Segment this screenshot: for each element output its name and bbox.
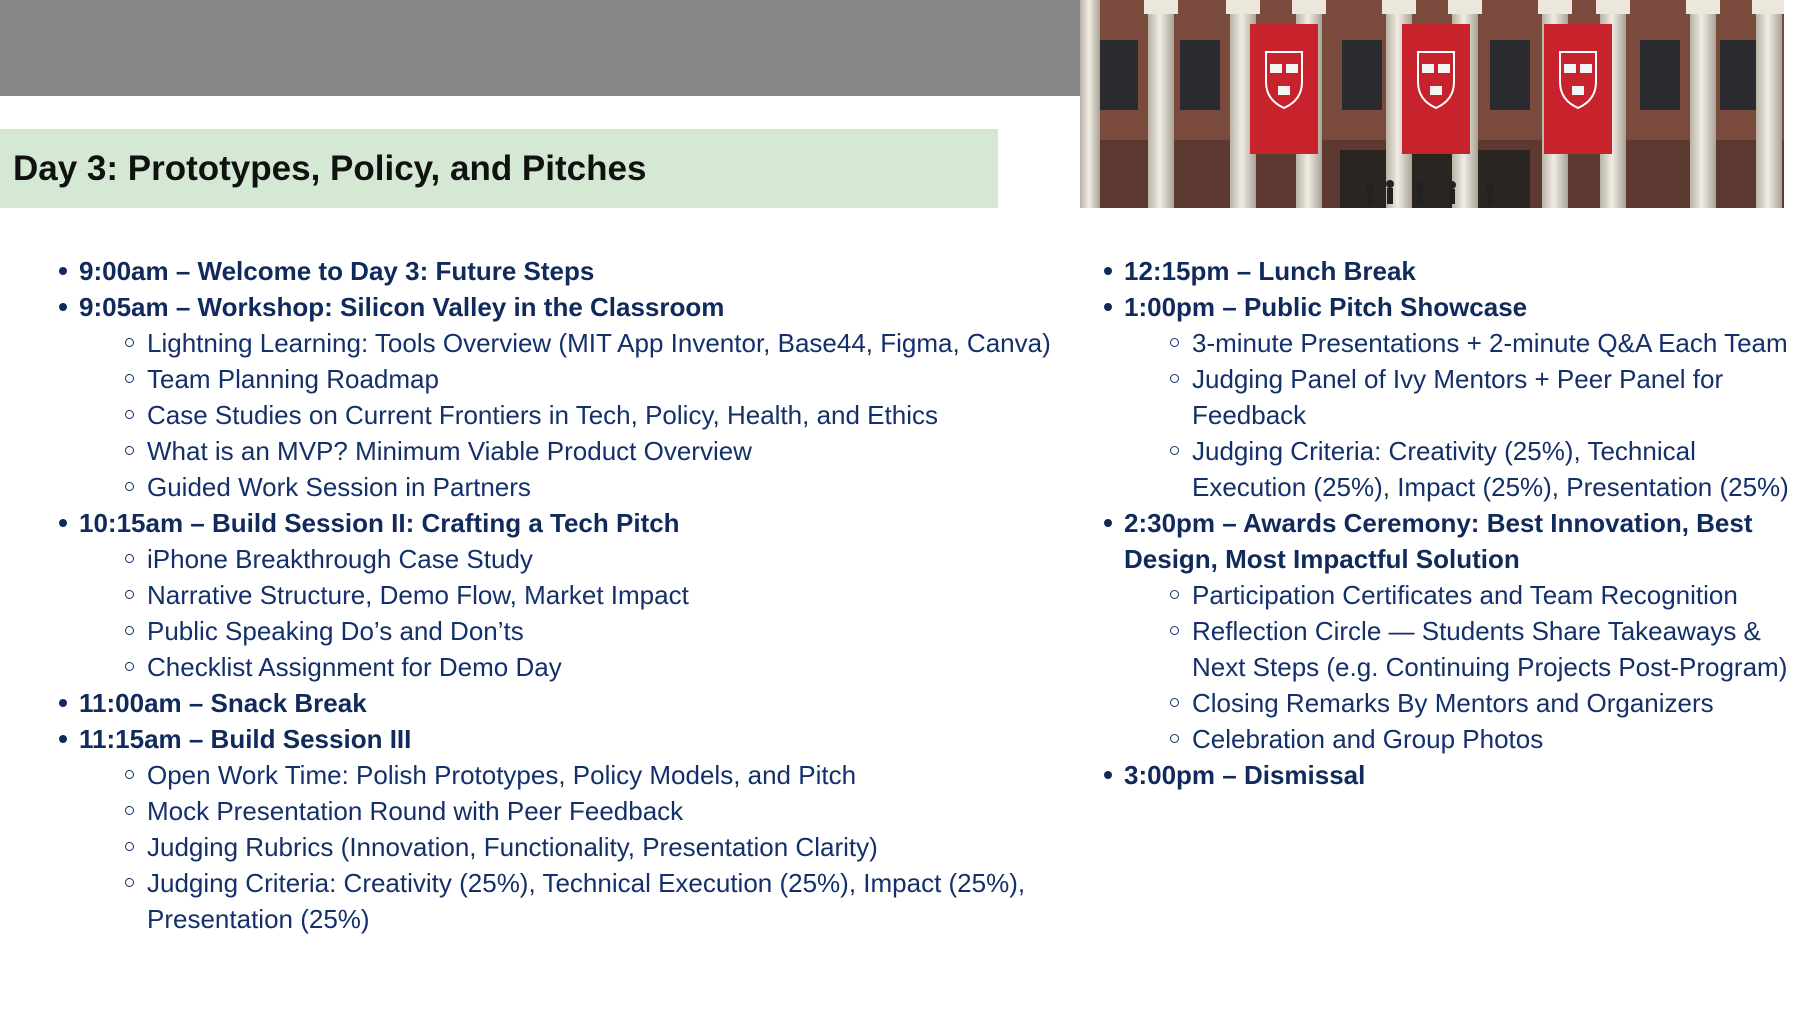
bullet-ring-icon xyxy=(125,410,134,419)
agenda-sub-item-label: Team Planning Roadmap xyxy=(147,364,439,394)
agenda-sub-item-label: Open Work Time: Polish Prototypes, Polic… xyxy=(147,760,857,790)
agenda-item-label: 3:00pm – Dismissal xyxy=(1124,760,1366,790)
bullet-ring-icon xyxy=(125,842,134,851)
page-title: Day 3: Prototypes, Policy, and Pitches xyxy=(13,149,647,188)
agenda-sub-item-label: iPhone Breakthrough Case Study xyxy=(147,544,533,574)
agenda-item: 11:15am – Build Session III Open Work Tim… xyxy=(55,721,1075,937)
bullet-dot-icon xyxy=(59,735,67,743)
agenda-item-label: 12:15pm – Lunch Break xyxy=(1124,256,1416,286)
agenda-sub-item: What is an MVP? Minimum Viable Product O… xyxy=(79,433,1075,469)
agenda-sub-item: Mock Presentation Round with Peer Feedba… xyxy=(79,793,1075,829)
agenda-sub-item-label: 3-minute Presentations + 2-minute Q&A Ea… xyxy=(1192,328,1788,358)
agenda-sub-item-label: Narrative Structure, Demo Flow, Market I… xyxy=(147,580,689,610)
agenda-sub-list: Participation Certificates and Team Reco… xyxy=(1124,577,1800,757)
agenda-item-label: 9:05am – Workshop: Silicon Valley in the… xyxy=(79,292,725,322)
agenda-sub-item: Team Planning Roadmap xyxy=(79,361,1075,397)
top-gray-bar xyxy=(0,0,1080,96)
bullet-ring-icon xyxy=(125,446,134,455)
bullet-ring-icon xyxy=(125,338,134,347)
agenda-item-label: 11:00am – Snack Break xyxy=(79,688,367,718)
bullet-ring-icon xyxy=(1170,446,1179,455)
agenda-sub-item-label: Judging Criteria: Creativity (25%), Tech… xyxy=(147,868,1026,934)
bullet-ring-icon xyxy=(125,554,134,563)
agenda-sub-item-label: Reflection Circle — Students Share Takea… xyxy=(1192,616,1788,682)
left-agenda-column: 9:00am – Welcome to Day 3: Future Steps 9… xyxy=(55,253,1075,937)
agenda-item-label: 11:15am – Build Session III xyxy=(79,724,412,754)
agenda-item-label: 9:00am – Welcome to Day 3: Future Steps xyxy=(79,256,595,286)
agenda-sub-item-label: Case Studies on Current Frontiers in Tec… xyxy=(147,400,938,430)
agenda-sub-item-label: Participation Certificates and Team Reco… xyxy=(1192,580,1738,610)
agenda-sub-item-label: Checklist Assignment for Demo Day xyxy=(147,652,562,682)
agenda-sub-item: Guided Work Session in Partners xyxy=(79,469,1075,505)
agenda-item: 9:05am – Workshop: Silicon Valley in the… xyxy=(55,289,1075,505)
agenda-item: 2:30pm – Awards Ceremony: Best Innovatio… xyxy=(1100,505,1800,757)
agenda-sub-item: Judging Criteria: Creativity (25%), Tech… xyxy=(79,865,1075,937)
agenda-sub-item-label: Guided Work Session in Partners xyxy=(147,472,531,502)
bullet-dot-icon xyxy=(59,519,67,527)
agenda-sub-item: Checklist Assignment for Demo Day xyxy=(79,649,1075,685)
right-agenda-column: 12:15pm – Lunch Break 1:00pm – Public Pit… xyxy=(1100,253,1800,793)
agenda-sub-item-label: Public Speaking Do’s and Don’ts xyxy=(147,616,524,646)
bullet-dot-icon xyxy=(59,303,67,311)
agenda-sub-item: Judging Rubrics (Innovation, Functionali… xyxy=(79,829,1075,865)
agenda-sub-list: 3-minute Presentations + 2-minute Q&A Ea… xyxy=(1124,325,1800,505)
bullet-ring-icon xyxy=(125,878,134,887)
agenda-sub-item: Lightning Learning: Tools Overview (MIT … xyxy=(79,325,1075,361)
agenda-sub-list: Lightning Learning: Tools Overview (MIT … xyxy=(79,325,1075,505)
agenda-item: 3:00pm – Dismissal xyxy=(1100,757,1800,793)
agenda-sub-item: Public Speaking Do’s and Don’ts xyxy=(79,613,1075,649)
bullet-ring-icon xyxy=(125,590,134,599)
agenda-sub-list: Open Work Time: Polish Prototypes, Polic… xyxy=(79,757,1075,937)
bullet-ring-icon xyxy=(125,374,134,383)
agenda-sub-item-label: Celebration and Group Photos xyxy=(1192,724,1544,754)
agenda-sub-item: Narrative Structure, Demo Flow, Market I… xyxy=(79,577,1075,613)
bullet-ring-icon xyxy=(1170,734,1179,743)
agenda-item: 11:00am – Snack Break xyxy=(55,685,1075,721)
agenda-sub-item: Judging Panel of Ivy Mentors + Peer Pane… xyxy=(1124,361,1800,433)
agenda-item: 10:15am – Build Session II: Crafting a T… xyxy=(55,505,1075,685)
agenda-sub-item-label: Lightning Learning: Tools Overview (MIT … xyxy=(147,328,1051,358)
bullet-ring-icon xyxy=(1170,590,1179,599)
agenda-sub-item-label: What is an MVP? Minimum Viable Product O… xyxy=(147,436,752,466)
bullet-dot-icon xyxy=(59,267,67,275)
agenda-item-label: 2:30pm – Awards Ceremony: Best Innovatio… xyxy=(1124,508,1753,574)
bullet-ring-icon xyxy=(1170,626,1179,635)
agenda-sub-item-label: Judging Criteria: Creativity (25%), Tech… xyxy=(1192,436,1789,502)
agenda-sub-item: iPhone Breakthrough Case Study xyxy=(79,541,1075,577)
bullet-ring-icon xyxy=(125,626,134,635)
agenda-sub-item: Open Work Time: Polish Prototypes, Polic… xyxy=(79,757,1075,793)
bullet-dot-icon xyxy=(1104,303,1112,311)
bullet-ring-icon xyxy=(1170,338,1179,347)
agenda-item-label: 1:00pm – Public Pitch Showcase xyxy=(1124,292,1528,322)
agenda-sub-item: Case Studies on Current Frontiers in Tec… xyxy=(79,397,1075,433)
bullet-dot-icon xyxy=(1104,267,1112,275)
building-banners-photo xyxy=(1080,0,1784,208)
bullet-ring-icon xyxy=(1170,374,1179,383)
agenda-sub-item: 3-minute Presentations + 2-minute Q&A Ea… xyxy=(1124,325,1800,361)
bullet-ring-icon xyxy=(125,806,134,815)
agenda-sub-list: iPhone Breakthrough Case Study Narrative … xyxy=(79,541,1075,685)
agenda-sub-item: Celebration and Group Photos xyxy=(1124,721,1800,757)
agenda-sub-item: Reflection Circle — Students Share Takea… xyxy=(1124,613,1800,685)
agenda-item-label: 10:15am – Build Session II: Crafting a T… xyxy=(79,508,680,538)
bullet-dot-icon xyxy=(1104,771,1112,779)
bullet-dot-icon xyxy=(1104,519,1112,527)
title-banner: Day 3: Prototypes, Policy, and Pitches xyxy=(0,129,998,208)
agenda-sub-item: Closing Remarks By Mentors and Organizer… xyxy=(1124,685,1800,721)
bullet-ring-icon xyxy=(125,482,134,491)
bullet-dot-icon xyxy=(59,699,67,707)
agenda-item: 12:15pm – Lunch Break xyxy=(1100,253,1800,289)
agenda-sub-item-label: Mock Presentation Round with Peer Feedba… xyxy=(147,796,684,826)
bullet-ring-icon xyxy=(1170,698,1179,707)
agenda-sub-item: Participation Certificates and Team Reco… xyxy=(1124,577,1800,613)
agenda-sub-item: Judging Criteria: Creativity (25%), Tech… xyxy=(1124,433,1800,505)
agenda-sub-item-label: Judging Rubrics (Innovation, Functionali… xyxy=(147,832,878,862)
agenda-sub-item-label: Closing Remarks By Mentors and Organizer… xyxy=(1192,688,1714,718)
agenda-item: 1:00pm – Public Pitch Showcase 3-minute P… xyxy=(1100,289,1800,505)
agenda-item: 9:00am – Welcome to Day 3: Future Steps xyxy=(55,253,1075,289)
bullet-ring-icon xyxy=(125,770,134,779)
bullet-ring-icon xyxy=(125,662,134,671)
agenda-sub-item-label: Judging Panel of Ivy Mentors + Peer Pane… xyxy=(1192,364,1724,430)
